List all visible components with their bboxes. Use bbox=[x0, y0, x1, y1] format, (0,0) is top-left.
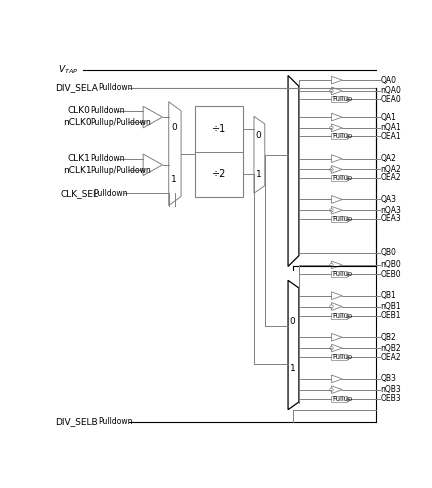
Text: OEA1: OEA1 bbox=[380, 132, 401, 141]
Text: Pullup: Pullup bbox=[332, 175, 353, 181]
Polygon shape bbox=[169, 102, 181, 205]
Text: OEB1: OEB1 bbox=[380, 311, 401, 320]
Text: CLK0: CLK0 bbox=[68, 106, 91, 116]
Text: nQB0: nQB0 bbox=[380, 261, 401, 269]
Polygon shape bbox=[331, 196, 342, 203]
Text: Pullup/Pulldown: Pullup/Pulldown bbox=[90, 166, 151, 175]
Circle shape bbox=[330, 263, 333, 266]
Bar bbox=[331, 216, 347, 222]
Bar bbox=[331, 133, 347, 140]
Text: DIV_SELA: DIV_SELA bbox=[56, 83, 98, 92]
Circle shape bbox=[330, 126, 333, 129]
Text: nCLK0: nCLK0 bbox=[64, 118, 92, 127]
Polygon shape bbox=[331, 124, 342, 132]
Text: QA1: QA1 bbox=[380, 113, 396, 122]
Bar bbox=[331, 96, 347, 102]
Text: ÷1: ÷1 bbox=[212, 124, 226, 134]
Text: OEB0: OEB0 bbox=[380, 270, 401, 279]
Polygon shape bbox=[331, 292, 342, 300]
Text: Pullup: Pullup bbox=[332, 354, 353, 360]
Text: OEA3: OEA3 bbox=[380, 214, 401, 223]
Polygon shape bbox=[288, 280, 299, 410]
Text: 1: 1 bbox=[289, 364, 295, 373]
Text: nQA3: nQA3 bbox=[380, 206, 401, 215]
Polygon shape bbox=[331, 155, 342, 163]
Text: nQB3: nQB3 bbox=[380, 385, 401, 394]
Text: nCLK1: nCLK1 bbox=[64, 166, 92, 175]
Polygon shape bbox=[331, 344, 342, 352]
Circle shape bbox=[330, 346, 333, 350]
Text: QB1: QB1 bbox=[380, 291, 396, 300]
Bar bbox=[331, 354, 347, 361]
Text: nQB1: nQB1 bbox=[380, 302, 401, 311]
Bar bbox=[331, 271, 347, 277]
Text: Pullup: Pullup bbox=[332, 271, 353, 277]
Text: QA3: QA3 bbox=[380, 195, 396, 204]
Circle shape bbox=[141, 168, 145, 172]
Text: 0: 0 bbox=[171, 123, 177, 132]
Polygon shape bbox=[331, 87, 342, 95]
Text: nQA2: nQA2 bbox=[380, 165, 401, 174]
Text: nQA1: nQA1 bbox=[380, 123, 401, 132]
Text: 0: 0 bbox=[255, 131, 261, 140]
Text: $V_{TAP}$: $V_{TAP}$ bbox=[58, 64, 78, 76]
Circle shape bbox=[330, 388, 333, 391]
Text: DIV_SELB: DIV_SELB bbox=[56, 418, 98, 427]
Text: Pulldown: Pulldown bbox=[98, 418, 133, 427]
Polygon shape bbox=[143, 106, 162, 128]
Text: QA0: QA0 bbox=[380, 76, 396, 84]
Text: ÷2: ÷2 bbox=[212, 169, 226, 180]
Bar bbox=[331, 313, 347, 319]
Text: OEB3: OEB3 bbox=[380, 394, 401, 404]
Polygon shape bbox=[331, 206, 342, 214]
Polygon shape bbox=[331, 303, 342, 310]
Text: Pullup/Pulldown: Pullup/Pulldown bbox=[90, 118, 151, 127]
Circle shape bbox=[141, 121, 145, 124]
Text: QB3: QB3 bbox=[380, 374, 396, 384]
Circle shape bbox=[330, 89, 333, 93]
Text: nQB2: nQB2 bbox=[380, 344, 401, 352]
Polygon shape bbox=[288, 76, 299, 266]
Text: 0: 0 bbox=[289, 317, 295, 326]
Circle shape bbox=[330, 168, 333, 171]
Text: CLK1: CLK1 bbox=[68, 154, 91, 163]
Text: OEA2: OEA2 bbox=[380, 173, 401, 183]
Bar bbox=[195, 106, 243, 197]
Text: Pullup: Pullup bbox=[332, 96, 353, 102]
Text: Pullup: Pullup bbox=[332, 133, 353, 140]
Polygon shape bbox=[331, 76, 342, 84]
Text: Pullup: Pullup bbox=[332, 216, 353, 222]
Text: OEA2: OEA2 bbox=[380, 353, 401, 362]
Circle shape bbox=[330, 305, 333, 308]
Text: QB2: QB2 bbox=[380, 333, 396, 342]
Polygon shape bbox=[331, 386, 342, 393]
Text: nQA0: nQA0 bbox=[380, 86, 401, 95]
Text: 1: 1 bbox=[255, 169, 261, 179]
Circle shape bbox=[330, 208, 333, 212]
Text: CLK_SEL: CLK_SEL bbox=[60, 189, 98, 198]
Text: Pullup: Pullup bbox=[332, 313, 353, 319]
Text: OEA0: OEA0 bbox=[380, 95, 401, 104]
Text: 1: 1 bbox=[171, 175, 177, 184]
Text: QA2: QA2 bbox=[380, 154, 396, 163]
Polygon shape bbox=[254, 116, 265, 193]
Polygon shape bbox=[143, 154, 162, 176]
Polygon shape bbox=[331, 333, 342, 341]
Polygon shape bbox=[331, 261, 342, 269]
Text: Pulldown: Pulldown bbox=[90, 106, 125, 116]
Bar bbox=[331, 396, 347, 402]
Text: Pulldown: Pulldown bbox=[93, 189, 127, 198]
Text: Pulldown: Pulldown bbox=[98, 83, 133, 92]
Polygon shape bbox=[331, 375, 342, 383]
Text: Pulldown: Pulldown bbox=[90, 154, 125, 163]
Text: Pullup: Pullup bbox=[332, 396, 353, 402]
Polygon shape bbox=[331, 165, 342, 173]
Text: QB0: QB0 bbox=[380, 248, 396, 257]
Polygon shape bbox=[331, 113, 342, 121]
Bar bbox=[331, 175, 347, 181]
